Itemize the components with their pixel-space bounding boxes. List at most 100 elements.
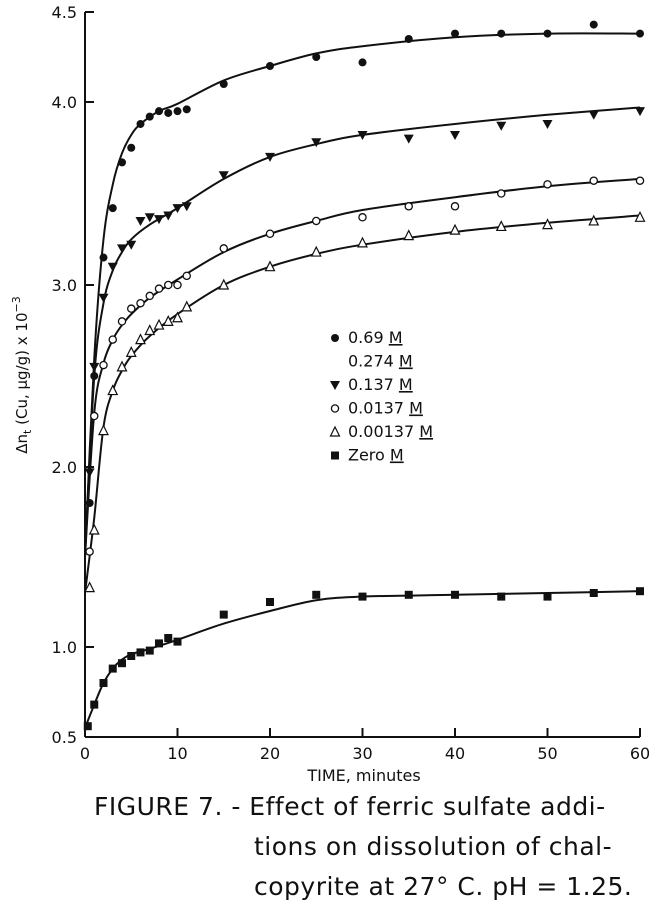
data-point — [182, 105, 191, 114]
data-point — [589, 589, 598, 597]
data-point — [164, 634, 173, 642]
data-point — [145, 112, 154, 121]
data-point — [543, 592, 552, 601]
data-point — [135, 333, 146, 345]
data-point — [84, 581, 96, 593]
data-point — [264, 260, 276, 272]
data-point — [153, 318, 165, 330]
data-point — [358, 592, 367, 601]
legend-marker — [329, 425, 341, 437]
data-point — [126, 240, 137, 250]
data-point — [451, 29, 459, 38]
data-point — [144, 324, 156, 336]
data-point — [310, 245, 322, 257]
legend-entry: 0.0137 M — [330, 399, 423, 418]
data-point — [634, 210, 646, 222]
data-point — [358, 58, 367, 67]
chart: 0.51.02.03.04.04.50 10 20 30 40 50 60 0.69 M0.… — [10, 3, 649, 785]
data-point — [155, 107, 163, 116]
data-point — [84, 468, 95, 478]
data-point — [265, 229, 275, 239]
data-point — [136, 298, 145, 308]
data-point — [265, 152, 275, 162]
data-point — [83, 722, 92, 731]
data-point — [155, 639, 163, 648]
x-tick-label: 0 — [80, 744, 90, 763]
caption-line-2: tions on dissolution of chal- — [254, 832, 613, 861]
data-point — [154, 215, 164, 225]
data-point — [90, 700, 99, 709]
legend-marker — [330, 404, 340, 413]
data-point — [312, 590, 321, 599]
tick-labels: 0.5 1.0 2.0 3.0 4.0 4.5 0 10 20 30 40 50 60 — [52, 3, 649, 763]
data-point — [588, 214, 600, 226]
data-point — [127, 143, 136, 152]
legend-entry: 0.274 M — [348, 352, 413, 371]
data-point — [404, 35, 413, 43]
data-point — [219, 244, 228, 253]
legend-marker — [331, 451, 339, 460]
data-point — [127, 652, 136, 660]
data-point — [266, 62, 274, 70]
data-point — [107, 262, 118, 272]
data-point — [542, 218, 553, 230]
data-point — [404, 590, 413, 599]
data-point — [404, 202, 413, 211]
data-point — [403, 134, 414, 144]
data-point — [311, 138, 322, 148]
data-point — [403, 229, 415, 241]
data-point — [496, 189, 506, 198]
data-point — [266, 598, 274, 606]
data-point — [219, 610, 228, 619]
data-point — [182, 271, 191, 281]
data-point — [451, 590, 459, 599]
data-point — [497, 592, 506, 601]
data-point — [163, 280, 173, 290]
legend-marker — [331, 334, 339, 342]
data-point — [163, 211, 174, 221]
x-tick-label: 30 — [352, 744, 372, 763]
data-point — [497, 29, 506, 38]
legend-label: 0.69 M — [348, 328, 403, 347]
data-point — [172, 204, 183, 214]
data-point — [144, 213, 155, 223]
y-tick-label: 1.0 — [52, 638, 77, 657]
data-point — [89, 362, 100, 372]
data-point — [85, 547, 94, 556]
data-point — [173, 107, 182, 116]
data-point — [118, 659, 126, 668]
y-tick-label: 4.0 — [52, 93, 77, 112]
data-point — [357, 130, 368, 140]
data-point — [136, 648, 145, 657]
y-tick-label: 3.0 — [52, 276, 77, 295]
data-point — [154, 284, 164, 293]
data-point — [173, 637, 182, 646]
data-point — [136, 119, 145, 128]
legend-label: 0.0137 M — [348, 399, 423, 418]
data-point — [108, 204, 117, 213]
data-point — [98, 424, 109, 436]
data-point — [218, 171, 229, 181]
data-point — [99, 679, 108, 687]
data-point — [588, 110, 599, 120]
x-tick-label: 60 — [630, 744, 649, 763]
data-point — [85, 499, 94, 507]
legend-label: 0.137 M — [348, 375, 413, 394]
axes — [84, 11, 641, 738]
data-point — [589, 20, 598, 29]
data-point — [145, 646, 154, 655]
data-point — [635, 107, 645, 117]
data-point — [173, 280, 182, 290]
data-point — [172, 311, 183, 323]
data-point — [162, 315, 174, 326]
caption-line-1: FIGURE 7. - Effect of ferric sulfate add… — [94, 792, 606, 821]
data-point — [116, 360, 128, 372]
y-axis-label: Δnt (Cu, µg/g) x 10−3 — [10, 296, 34, 453]
legend-label: Zero M — [348, 446, 404, 465]
data-point — [88, 523, 100, 535]
data-point — [127, 304, 136, 313]
y-tick-label: 0.5 — [52, 728, 77, 747]
data-point — [543, 180, 552, 189]
data-point — [98, 293, 109, 303]
caption-line-3: copyrite at 27° C. pH = 1.25. — [254, 872, 633, 901]
